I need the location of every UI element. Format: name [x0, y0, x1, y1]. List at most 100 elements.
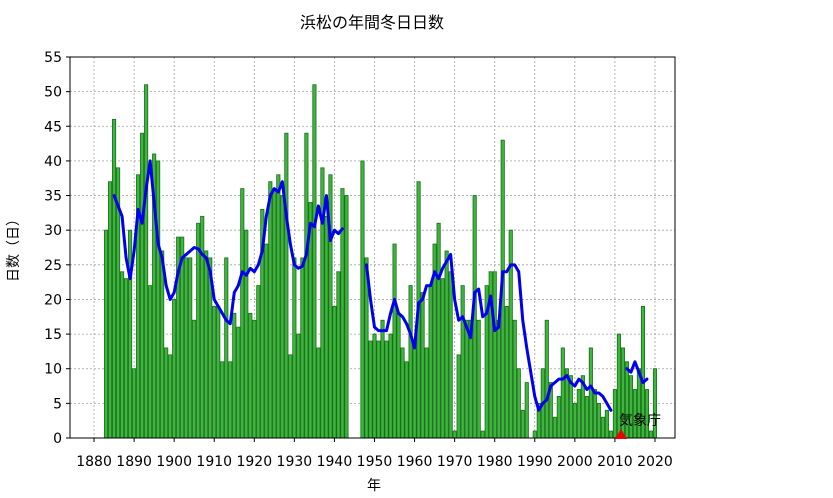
bar-1920 — [252, 319, 257, 439]
bar-2005 — [592, 389, 597, 439]
bar-1926 — [276, 174, 281, 439]
bar-1969 — [448, 271, 453, 439]
bar-1924 — [268, 181, 273, 439]
bar-2003 — [584, 396, 589, 439]
y-axis-title: 日数（日） — [6, 212, 22, 282]
x-tick-label: 1900 — [156, 454, 192, 470]
bar-1943 — [344, 195, 349, 439]
y-tick-labels: 0 5 10 15 20 25 30 35 40 45 50 55 — [44, 50, 70, 447]
bar-1923 — [264, 243, 269, 439]
y-tick-label: 20 — [44, 292, 62, 308]
x-tick-label: 1880 — [76, 454, 112, 470]
bar-1936 — [316, 347, 321, 439]
bar-2009 — [608, 430, 613, 439]
bar-1964 — [428, 285, 433, 439]
bar-1896 — [156, 160, 161, 439]
bar-1911 — [216, 305, 221, 439]
bar-1894 — [148, 285, 153, 439]
bars-layer — [104, 84, 658, 439]
moving-average-line-2 — [364, 252, 613, 412]
bar-1916 — [236, 326, 241, 439]
x-tick-label: 1940 — [317, 454, 353, 470]
chart-title: 浜松の年間冬日日数 — [300, 13, 444, 32]
bar-1966 — [436, 222, 441, 439]
y-tick-label: 50 — [44, 85, 62, 101]
bar-1981 — [496, 319, 501, 439]
bar-1938 — [324, 215, 329, 439]
bar-1968 — [444, 250, 449, 439]
x-tick-label: 1930 — [277, 454, 313, 470]
source-marker-icon — [615, 429, 627, 439]
x-tick-label: 1990 — [517, 454, 553, 470]
x-tick-label: 1890 — [116, 454, 152, 470]
bar-1983 — [504, 305, 509, 439]
bar-1925 — [272, 188, 277, 439]
bar-1928 — [284, 132, 289, 439]
bar-1960 — [412, 340, 417, 439]
bar-1908 — [204, 250, 209, 439]
bar-1929 — [288, 354, 293, 439]
bar-1893 — [144, 84, 149, 439]
bar-1890 — [132, 368, 137, 439]
x-tick-labels: 1880 1890 1900 1910 1920 1930 1940 1950 1960 1970… — [76, 438, 673, 470]
y-tick-label: 15 — [44, 327, 62, 343]
y-tick-label: 5 — [53, 396, 62, 412]
bar-1906 — [196, 222, 201, 439]
bar-1954 — [388, 333, 393, 439]
bar-1990 — [532, 430, 537, 439]
bar-1933 — [304, 132, 309, 439]
bar-1912 — [220, 361, 225, 439]
bar-1898 — [164, 347, 169, 439]
bar-1918 — [244, 229, 249, 439]
bar-1900 — [172, 299, 177, 439]
bar-2000 — [572, 402, 577, 439]
x-axis-title: 年 — [367, 478, 381, 494]
bar-1953 — [384, 340, 389, 439]
bar-1951 — [376, 340, 381, 439]
bar-1903 — [184, 257, 189, 439]
bar-1932 — [300, 257, 305, 439]
bar-1987 — [520, 409, 525, 439]
bar-2001 — [576, 389, 581, 439]
bar-1952 — [380, 319, 385, 439]
bar-2004 — [588, 347, 593, 439]
bar-1888 — [124, 278, 129, 439]
bar-1941 — [336, 271, 341, 439]
bar-1907 — [200, 215, 205, 439]
bar-1988 — [524, 382, 529, 439]
bar-1959 — [408, 285, 413, 439]
bar-1910 — [212, 305, 217, 439]
bar-1883 — [104, 229, 109, 439]
bar-2010 — [612, 389, 617, 439]
source-label: 気象庁 — [619, 413, 661, 429]
bar-1947 — [360, 160, 365, 439]
bar-1955 — [392, 243, 397, 439]
y-tick-label: 10 — [44, 362, 62, 378]
bar-1997 — [560, 347, 565, 439]
bar-1904 — [188, 257, 193, 439]
bar-1973 — [464, 319, 469, 439]
x-tick-label: 2000 — [557, 454, 593, 470]
bar-1913 — [224, 257, 229, 439]
bar-1995 — [552, 416, 557, 439]
bar-1967 — [440, 278, 445, 439]
bar-1971 — [456, 354, 461, 439]
bar-2019 — [648, 430, 654, 439]
bar-1980 — [492, 271, 497, 439]
y-tick-label: 55 — [44, 50, 62, 66]
bar-1985 — [512, 319, 517, 439]
bar-2006 — [596, 402, 601, 439]
bar-1986 — [516, 368, 521, 439]
bar-1972 — [460, 285, 465, 439]
x-tick-label: 1910 — [196, 454, 232, 470]
bar-1950 — [372, 333, 377, 439]
y-tick-label: 40 — [44, 154, 62, 170]
moving-average-layer — [112, 159, 649, 412]
bar-1884 — [108, 181, 113, 439]
bar-1915 — [232, 312, 237, 439]
bar-1942 — [340, 188, 345, 439]
bar-1919 — [248, 312, 253, 439]
y-tick-label: 25 — [44, 258, 62, 274]
